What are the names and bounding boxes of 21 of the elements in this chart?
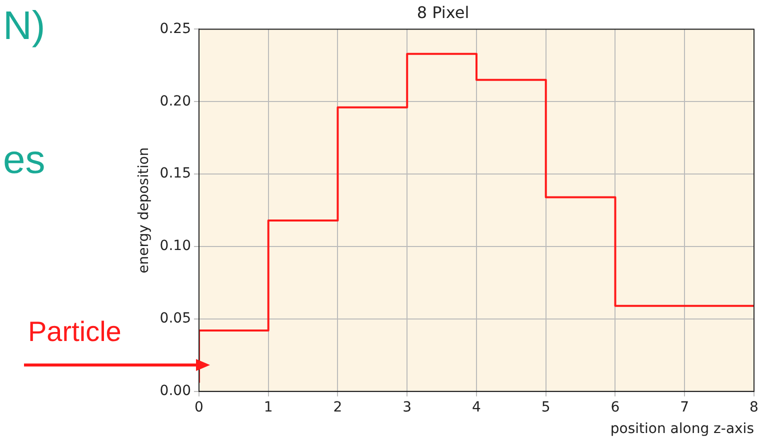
y-tick-label: 0.00 xyxy=(160,383,191,400)
x-tick-label: 2 xyxy=(333,399,342,416)
x-tick-label: 5 xyxy=(541,399,550,416)
x-tick-label: 7 xyxy=(680,399,690,416)
y-tick-label: 0.20 xyxy=(160,93,191,110)
x-tick-label: 6 xyxy=(610,399,620,416)
text: Particle xyxy=(28,316,122,348)
x-tick-label: 3 xyxy=(402,399,412,416)
y-axis-title: energy deposition xyxy=(136,147,152,274)
y-tick-label: 0.15 xyxy=(160,166,191,182)
x-tick-label: 8 xyxy=(750,399,758,416)
y-tick-label: 0.25 xyxy=(160,20,191,37)
chart-title: 8 Pixel xyxy=(416,2,470,22)
text: es xyxy=(3,138,46,183)
x-tick-label: 4 xyxy=(472,399,482,416)
x-tick-label: 0 xyxy=(194,399,204,416)
text: N) xyxy=(3,4,46,49)
y-tick-label: 0.10 xyxy=(160,238,191,254)
y-tick-label: 0.05 xyxy=(160,310,191,327)
x-axis-title: position along z-axis xyxy=(610,421,754,438)
x-tick-label: 1 xyxy=(264,399,273,416)
